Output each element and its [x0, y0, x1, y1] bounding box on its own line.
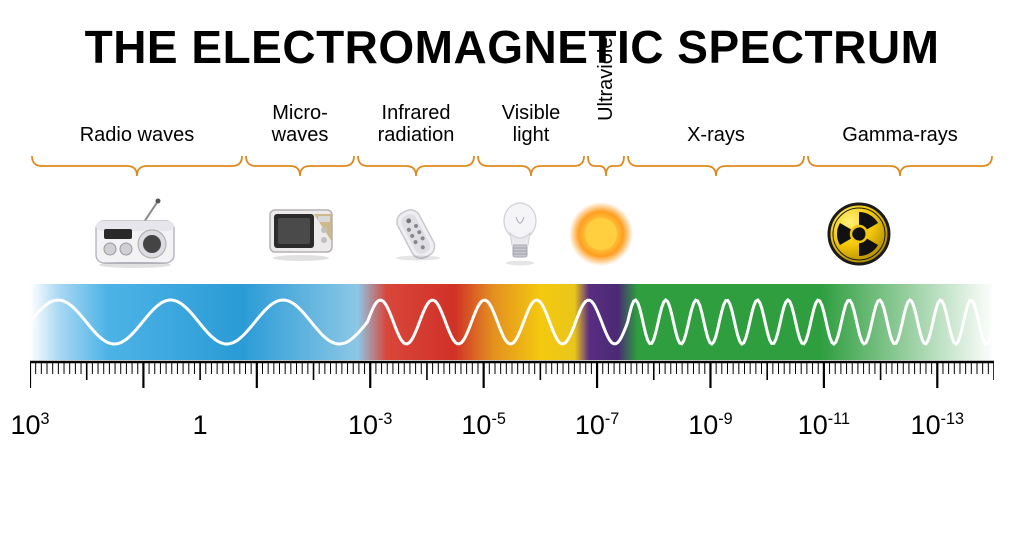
- sun-icon: [568, 198, 634, 275]
- band-label-micro: Micro- waves: [244, 102, 356, 146]
- band-label-xray: X-rays: [626, 124, 806, 146]
- band-brace-uv: [586, 152, 626, 180]
- tick-label: 10-9: [680, 410, 740, 441]
- band-brace-xray: [626, 152, 806, 180]
- band-brace-radio: [30, 152, 244, 180]
- tick-label: 1: [170, 410, 230, 441]
- sun-icon: [568, 198, 634, 270]
- microwave-icon: [266, 198, 336, 275]
- tick-label: 10-3: [340, 410, 400, 441]
- band-label-visible: Visible light: [476, 102, 586, 146]
- band-label-gamma: Gamma-rays: [806, 124, 994, 146]
- remote-icon: [386, 198, 450, 270]
- band-brace-gamma: [806, 152, 994, 180]
- band-brace-visible: [476, 152, 586, 180]
- tick-label: 103: [0, 410, 60, 441]
- lightbulb-icon: [498, 198, 542, 275]
- remote-icon: [386, 198, 450, 275]
- tick-label: 10-7: [567, 410, 627, 441]
- radio-icon: [90, 198, 180, 270]
- tick-labels: 103110-310-510-710-910-1110-13: [30, 410, 994, 450]
- band-labels-row: Radio wavesMicro- wavesInfrared radiatio…: [30, 124, 994, 184]
- band-brace-micro: [244, 152, 356, 180]
- band-brace-ir: [356, 152, 476, 180]
- band-label-radio: Radio waves: [30, 124, 244, 146]
- microwave-icon: [266, 198, 336, 270]
- band-label-uv: Ultraviolet: [595, 32, 618, 121]
- page-title: THE ELECTROMAGNETIC SPECTRUM: [0, 20, 1024, 74]
- radiation-icon: [826, 198, 892, 275]
- band-label-ir: Infrared radiation: [356, 102, 476, 146]
- em-spectrum-diagram: THE ELECTROMAGNETIC SPECTRUM Radio waves…: [0, 0, 1024, 537]
- radiation-icon: [826, 198, 892, 270]
- radio-icon: [90, 198, 180, 275]
- spectrum-bar: [30, 284, 994, 360]
- tick-label: 10-13: [907, 410, 967, 441]
- tick-label: 10-11: [794, 410, 854, 441]
- wavelength-ruler: [30, 360, 994, 406]
- icon-row: [30, 198, 994, 273]
- lightbulb-icon: [498, 198, 542, 270]
- tick-label: 10-5: [454, 410, 514, 441]
